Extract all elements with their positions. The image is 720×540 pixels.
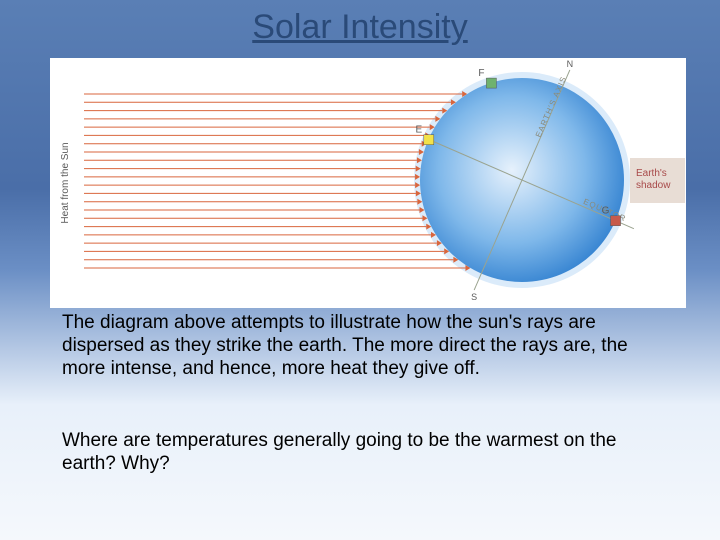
svg-text:shadow: shadow <box>636 180 671 191</box>
svg-text:Heat from the Sun: Heat from the Sun <box>60 142 71 223</box>
paragraph-1: The diagram above attempts to illustrate… <box>62 312 662 380</box>
svg-text:G: G <box>602 206 610 217</box>
slide-title: Solar Intensity <box>0 0 720 47</box>
svg-text:Earth's: Earth's <box>636 168 667 179</box>
svg-text:N: N <box>567 59 574 69</box>
paragraph-2: Where are temperatures generally going t… <box>62 430 662 476</box>
diagram-svg: NSEARTH'S AXISEQUATOREGFEarth'sshadowHea… <box>50 58 686 308</box>
svg-text:S: S <box>471 292 477 302</box>
solar-intensity-diagram: NSEARTH'S AXISEQUATOREGFEarth'sshadowHea… <box>50 58 686 308</box>
svg-text:F: F <box>478 68 484 79</box>
svg-text:E: E <box>415 125 422 136</box>
